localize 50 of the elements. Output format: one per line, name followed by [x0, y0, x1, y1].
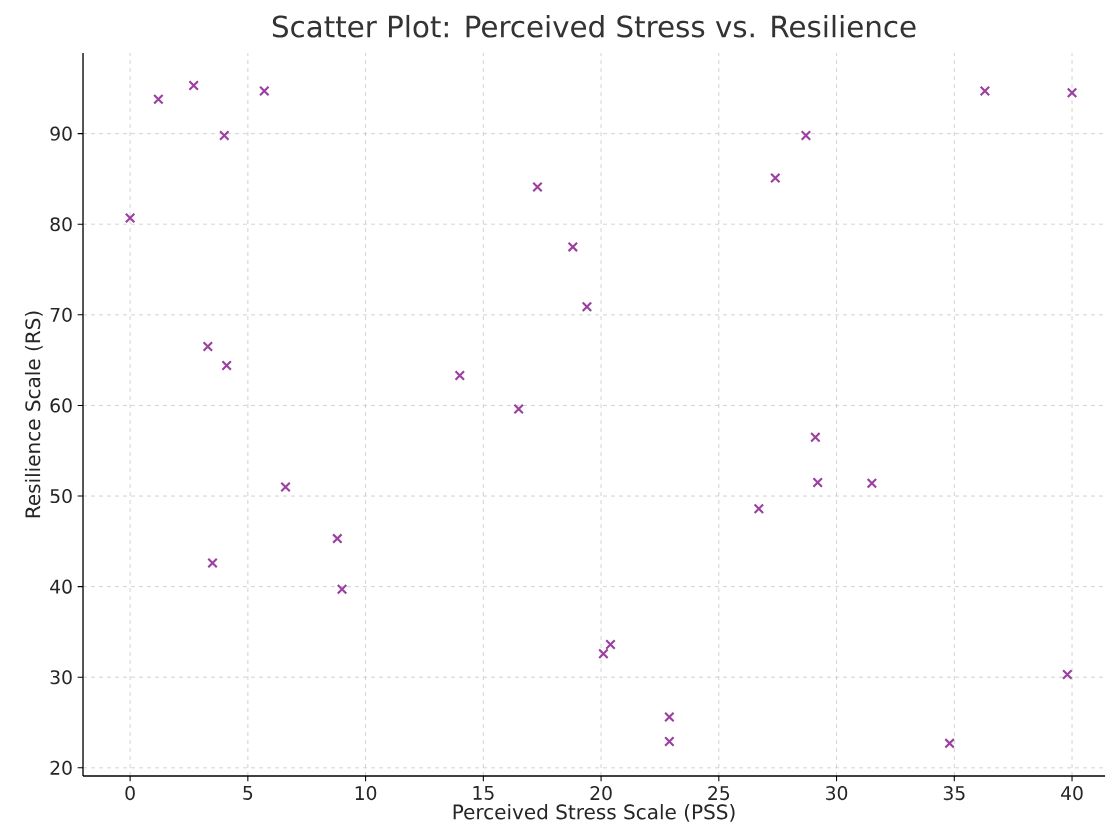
x-tick-label: 30 — [826, 786, 848, 801]
y-tick-label: 90 — [50, 126, 72, 141]
point — [944, 738, 955, 749]
point — [866, 478, 878, 489]
x-tick-label: 35 — [943, 786, 965, 801]
y-axis-title: Resilience Scale (RS) — [24, 311, 43, 518]
y-tick-label: 60 — [50, 398, 72, 413]
point — [218, 130, 230, 141]
x-tick-label: 40 — [1061, 786, 1083, 801]
point — [800, 130, 812, 141]
y-tick-label: 20 — [50, 760, 72, 775]
point — [454, 370, 466, 381]
point — [188, 80, 199, 91]
point — [124, 212, 136, 224]
x-tick-label: 20 — [590, 786, 612, 801]
point — [598, 648, 609, 659]
point — [336, 584, 348, 595]
y-tick-label: 70 — [50, 307, 72, 322]
y-tick-label: 30 — [50, 670, 72, 685]
x-tick-label: 0 — [125, 786, 135, 801]
point — [259, 85, 270, 97]
point — [207, 557, 218, 569]
point — [664, 736, 675, 747]
x-tick-label: 15 — [473, 786, 494, 800]
point — [753, 503, 765, 515]
point — [770, 172, 781, 184]
x-tick-label: 25 — [708, 786, 730, 801]
point — [513, 403, 524, 415]
chart-title: Scatter Plot: Perceived Stress vs. Resilience — [272, 14, 916, 38]
point — [1062, 669, 1073, 680]
point — [605, 639, 616, 650]
point — [1066, 87, 1078, 99]
x-axis-title: Perceived Stress Scale (PSS) — [453, 803, 735, 822]
x-tick-label: 5 — [243, 786, 253, 800]
point — [202, 341, 214, 352]
point — [221, 360, 232, 371]
y-tick-label: 40 — [50, 579, 72, 594]
point — [979, 85, 991, 97]
x-tick-label: 10 — [355, 786, 377, 801]
point — [581, 301, 593, 312]
point — [532, 181, 543, 193]
point — [153, 93, 164, 105]
point — [810, 431, 821, 443]
y-tick-label: 80 — [50, 217, 72, 232]
point — [567, 241, 579, 253]
point — [332, 533, 343, 544]
point — [664, 711, 675, 723]
point — [812, 477, 824, 488]
point — [280, 481, 291, 493]
y-tick-label: 50 — [50, 488, 72, 504]
